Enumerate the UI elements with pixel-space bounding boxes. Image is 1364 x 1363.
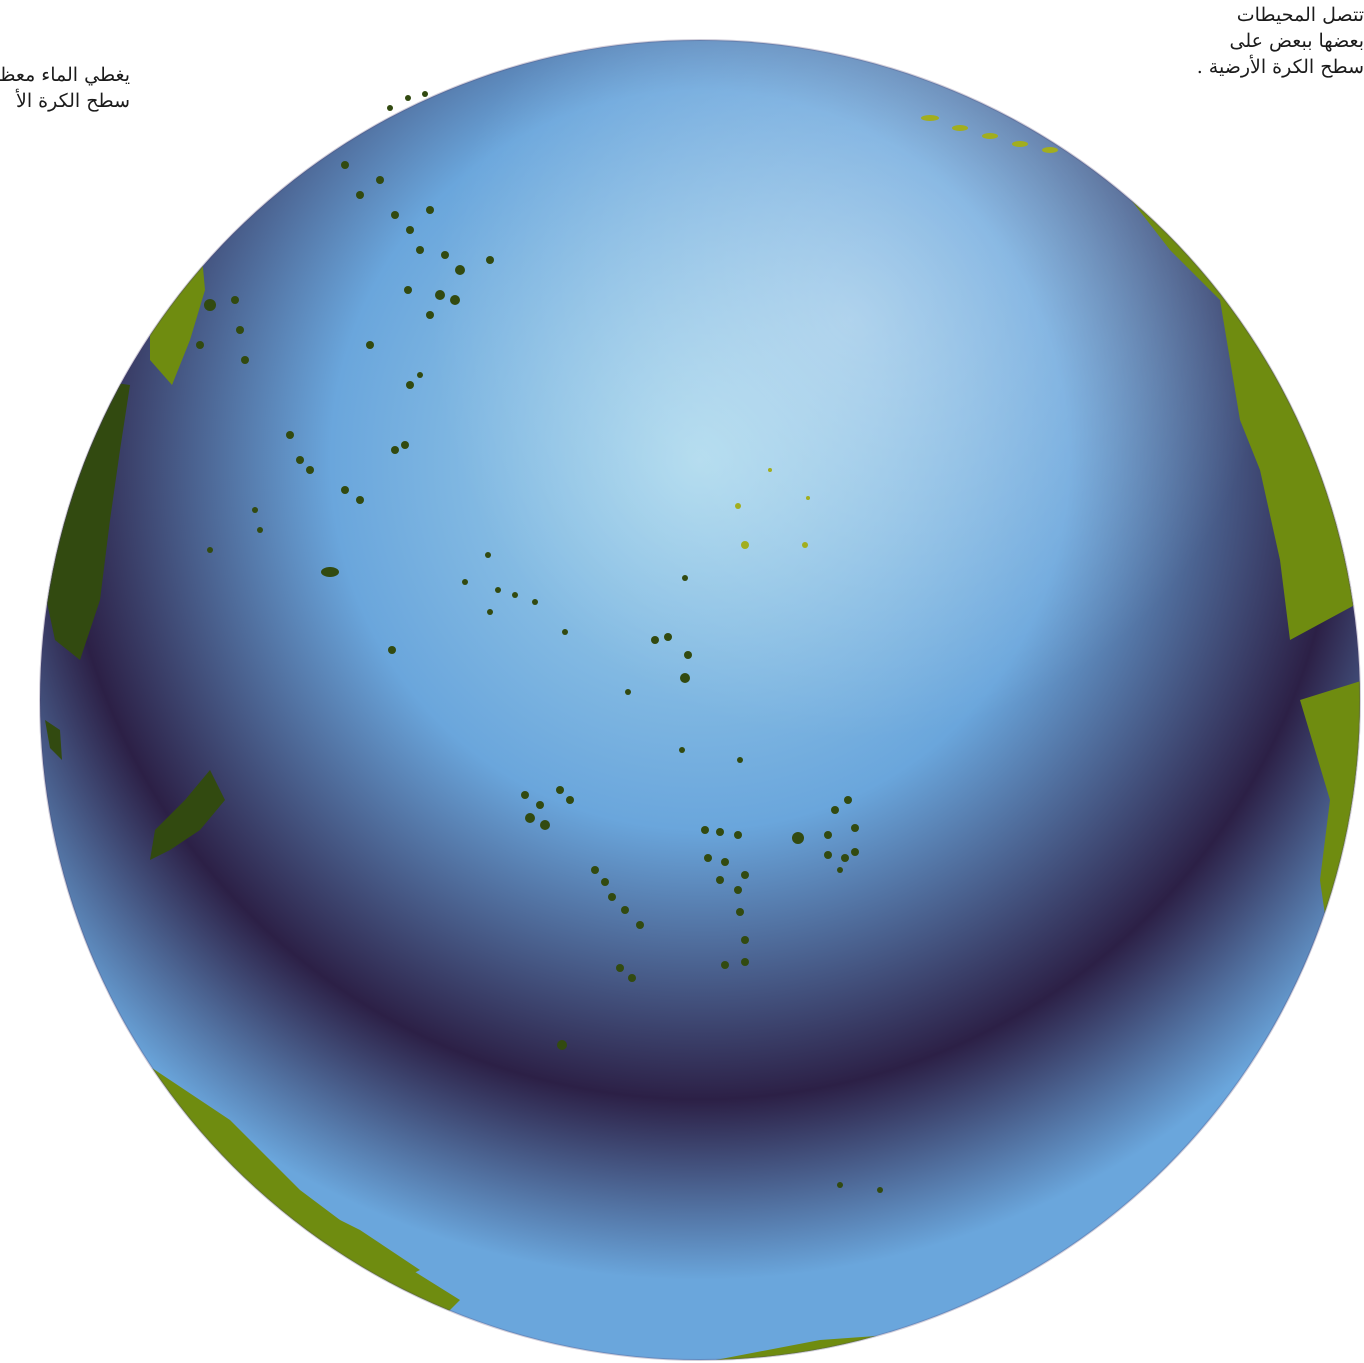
caption-right-line-3: سطح الكرة الأرضية .	[1196, 56, 1364, 78]
mariana-islands	[341, 91, 494, 319]
cook-islands	[701, 826, 749, 969]
central-pacific-islands	[462, 552, 743, 763]
pacific-island-groups	[196, 91, 883, 1193]
caroline-islands	[196, 296, 423, 553]
new-zealand-landmass	[150, 770, 225, 860]
globe-rim	[39, 39, 1361, 1361]
new-caledonia-landmass	[45, 720, 62, 760]
caption-right-line-1: تتصل المحيطات	[1236, 4, 1364, 26]
caption-left-line-1: يغطي الماء معظ	[0, 64, 130, 86]
caption-right-line-2: بعضها ببعض على	[1229, 30, 1364, 52]
caption-water-coverage: يغطي الماء معظ سطح الكرة الأ	[0, 62, 130, 114]
caption-connected-oceans: تتصل المحيطات بعضها ببعض على سطح الكرة ا…	[1182, 2, 1364, 80]
ocean-highlight	[40, 40, 1360, 1360]
line-islands	[735, 468, 810, 549]
fiji-tonga-islands	[521, 786, 644, 1050]
solomon-islands	[321, 567, 396, 654]
southern-dots	[837, 1182, 883, 1193]
caption-left-line-2: سطح الكرة الأ	[16, 90, 130, 112]
antarctica-landmass-mid	[260, 1200, 420, 1280]
tuamotu-islands	[792, 796, 859, 873]
